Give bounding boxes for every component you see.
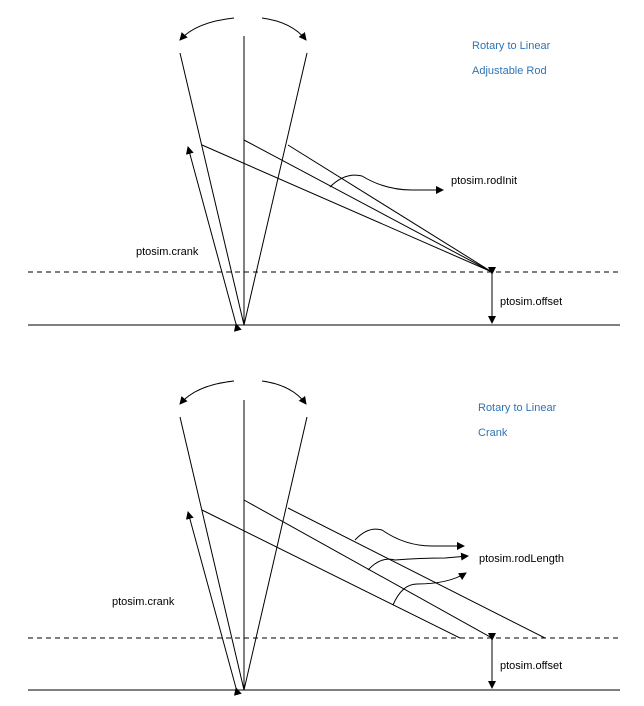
bottom-crank-label: ptosim.crank [112, 596, 175, 608]
bottom-swing-limit-right [243, 416, 308, 691]
bottom-offset-label: ptosim.offset [500, 660, 562, 672]
bottom-title-line1: Rotary to Linear [478, 402, 557, 414]
bottom-title-line2: Crank [478, 427, 508, 439]
bottom-rod-callout-arrow-1 [354, 528, 465, 550]
bottom-rod-right [287, 507, 546, 639]
top-rod-left [201, 144, 493, 273]
top-rod-right [287, 144, 493, 273]
bottom-swing-limit-left [179, 416, 245, 691]
bottom-rod-left [201, 509, 461, 639]
top-rod-label: ptosim.rodInit [451, 175, 517, 187]
top-rod-center [243, 139, 493, 273]
top-title-line2: Adjustable Rod [472, 65, 547, 77]
bottom-crank-dimension-arrow [185, 511, 242, 696]
bottom-rod-center [243, 499, 493, 639]
top-title-line1: Rotary to Linear [472, 40, 551, 52]
bottom-rod-callout-arrow-2 [367, 552, 469, 571]
top-crank-dimension-arrow [185, 146, 242, 332]
top-panel: Rotary to Linear Adjustable Rod ptosim.c… [28, 17, 620, 332]
top-offset-label: ptosim.offset [500, 296, 562, 308]
bottom-rotation-arrow-left [179, 380, 235, 405]
bottom-rod-callout-arrow-3 [392, 572, 467, 606]
bottom-rod-label: ptosim.rodLength [479, 553, 564, 565]
bottom-panel: Rotary to Linear Crank ptosim.crank ptos… [28, 380, 620, 696]
top-crank-label: ptosim.crank [136, 246, 199, 258]
top-rotation-arrow-right [261, 17, 307, 41]
top-swing-limit-left [179, 52, 245, 326]
top-rod-callout-arrow [329, 174, 444, 194]
top-rotation-arrow-left [179, 17, 235, 41]
bottom-rotation-arrow-right [261, 380, 307, 405]
top-swing-limit-right [243, 52, 308, 326]
